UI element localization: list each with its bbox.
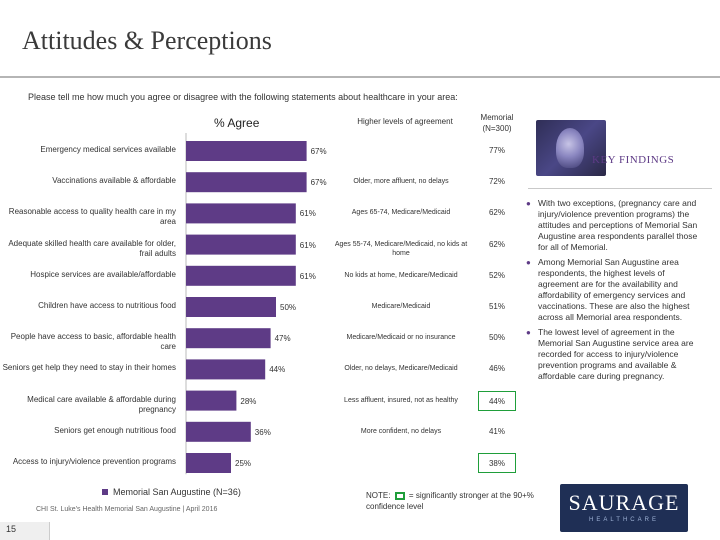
legend-label: Memorial San Augustine (N=36) [113,487,241,497]
category-label-0: Emergency medical services available [40,145,176,154]
higher-level-note-5: Medicare/Medicaid [371,303,431,310]
category-label-9: Seniors get enough nutritious food [54,425,176,435]
key-finding-item: ● The lowest level of agreement in the Me… [526,327,704,382]
key-finding-text: The lowest level of agreement in the Mem… [538,327,694,381]
bar-6 [186,328,271,349]
key-findings-list: ● With two exceptions, (pregnancy care an… [526,198,704,386]
higher-level-note-9: More confident, no delays [360,427,442,435]
memorial-value-10: 38% [478,453,516,473]
page-number-tab [0,522,50,540]
agree-column-header: % Agree [214,116,260,130]
higher-level-note-2: Ages 65-74, Medicare/Medicaid [351,209,451,217]
bullet-icon: ● [526,199,531,208]
bullet-icon: ● [526,258,531,267]
category-label-6: People have access to basic, affordable … [10,332,176,352]
logo-subtitle: HEALTHCARE [589,517,659,523]
bar-value-label-6: 47% [274,334,291,344]
bar-1 [186,172,307,193]
memorial-value-1: 72% [488,177,505,187]
significance-note: NOTE: = significantly stronger at the 90… [366,490,536,512]
key-finding-item: ● With two exceptions, (pregnancy care an… [526,198,704,253]
pregnancy-figure-icon [556,128,584,168]
bar-4 [186,265,296,286]
key-finding-text: Among Memorial San Augustine area respon… [538,257,690,322]
higher-levels-header: Higher levels of agreement [357,117,453,126]
bar-value-label-5: 50% [280,303,297,312]
bar-value-label-3: 61% [299,240,316,250]
memorial-value-0: 77% [488,146,505,155]
higher-level-note-6: Medicare/Medicaid or no insurance [346,334,456,342]
higher-level-note-7: Older, no delays, Medicare/Medicaid [344,365,458,373]
memorial-value-9: 41% [488,426,505,436]
memorial-value-8: 44% [478,390,516,411]
higher-level-note-1: Older, more affluent, no delays [353,178,449,186]
bullet-icon: ● [526,328,531,337]
bar-7 [186,359,266,380]
pregnancy-photo [536,120,606,176]
bar-10 [186,453,231,473]
bar-2 [186,203,296,224]
memorial-value-3: 62% [488,239,505,249]
category-label-10: Access to injury/violence prevention pro… [12,457,176,466]
key-finding-text: With two exceptions, (pregnancy care and… [538,198,698,252]
category-label-2: Reasonable access to quality health care… [8,207,176,227]
bar-value-label-9: 36% [254,427,271,437]
logo-word: SAURAGE [568,490,680,515]
category-label-7: Seniors get help they need to stay in th… [2,363,176,373]
bar-8 [186,390,237,411]
page-title: Attitudes & Perceptions [22,26,272,55]
chart-legend: Memorial San Augustine (N=36) [102,487,241,497]
memorial-value-4: 52% [488,270,505,280]
note-prefix: NOTE: [366,491,391,500]
bar-9 [186,421,251,442]
higher-level-note-3: Ages 55-74, Medicare/Medicaid, no kids a… [334,240,468,257]
category-label-4: Hospice services are available/affordabl… [30,269,176,279]
key-finding-item: ● Among Memorial San Augustine area respo… [526,257,704,323]
bar-3 [186,234,296,255]
bar-value-label-0: 67% [310,147,327,156]
key-findings-title: KEY FINDINGS [592,154,675,166]
memorial-column-header: Memorial (N=300) [480,113,514,133]
bar-value-label-7: 44% [269,365,286,375]
bar-value-label-10: 25% [235,459,252,468]
bar-5 [186,297,276,317]
category-label-1: Vaccinations available & affordable [52,176,176,186]
category-label-5: Children have access to nutritious food [38,301,176,310]
bar-0 [186,141,307,161]
bar-value-label-4: 61% [299,271,316,281]
memorial-value-6: 50% [488,333,505,343]
memorial-value-7: 46% [488,364,505,374]
page-number: 15 [5,524,16,534]
saurage-logo: SAURAGE HEALTHCARE [560,484,688,532]
higher-level-note-8: Less affluent, insured, not as healthy [344,396,458,404]
source-citation: CHI St. Luke's Health Memorial San Augus… [36,506,218,513]
bar-value-label-2: 61% [299,209,316,219]
memorial-value-2: 62% [488,208,505,218]
key-findings-divider [528,188,712,189]
title-divider [0,76,720,78]
memorial-value-5: 51% [488,302,505,311]
note-text: = significantly stronger at the 90+% con… [366,491,534,511]
bar-value-label-1: 67% [310,178,327,188]
survey-question: Please tell me how much you agree or dis… [28,92,458,102]
higher-level-note-4: No kids at home, Medicare/Medicaid [344,271,458,279]
note-box-icon [394,491,405,500]
category-label-3: Adequate skilled health care available f… [8,238,176,258]
bar-value-label-8: 28% [240,396,257,406]
category-label-8: Medical care available & affordable duri… [27,394,176,414]
legend-swatch [102,489,108,495]
